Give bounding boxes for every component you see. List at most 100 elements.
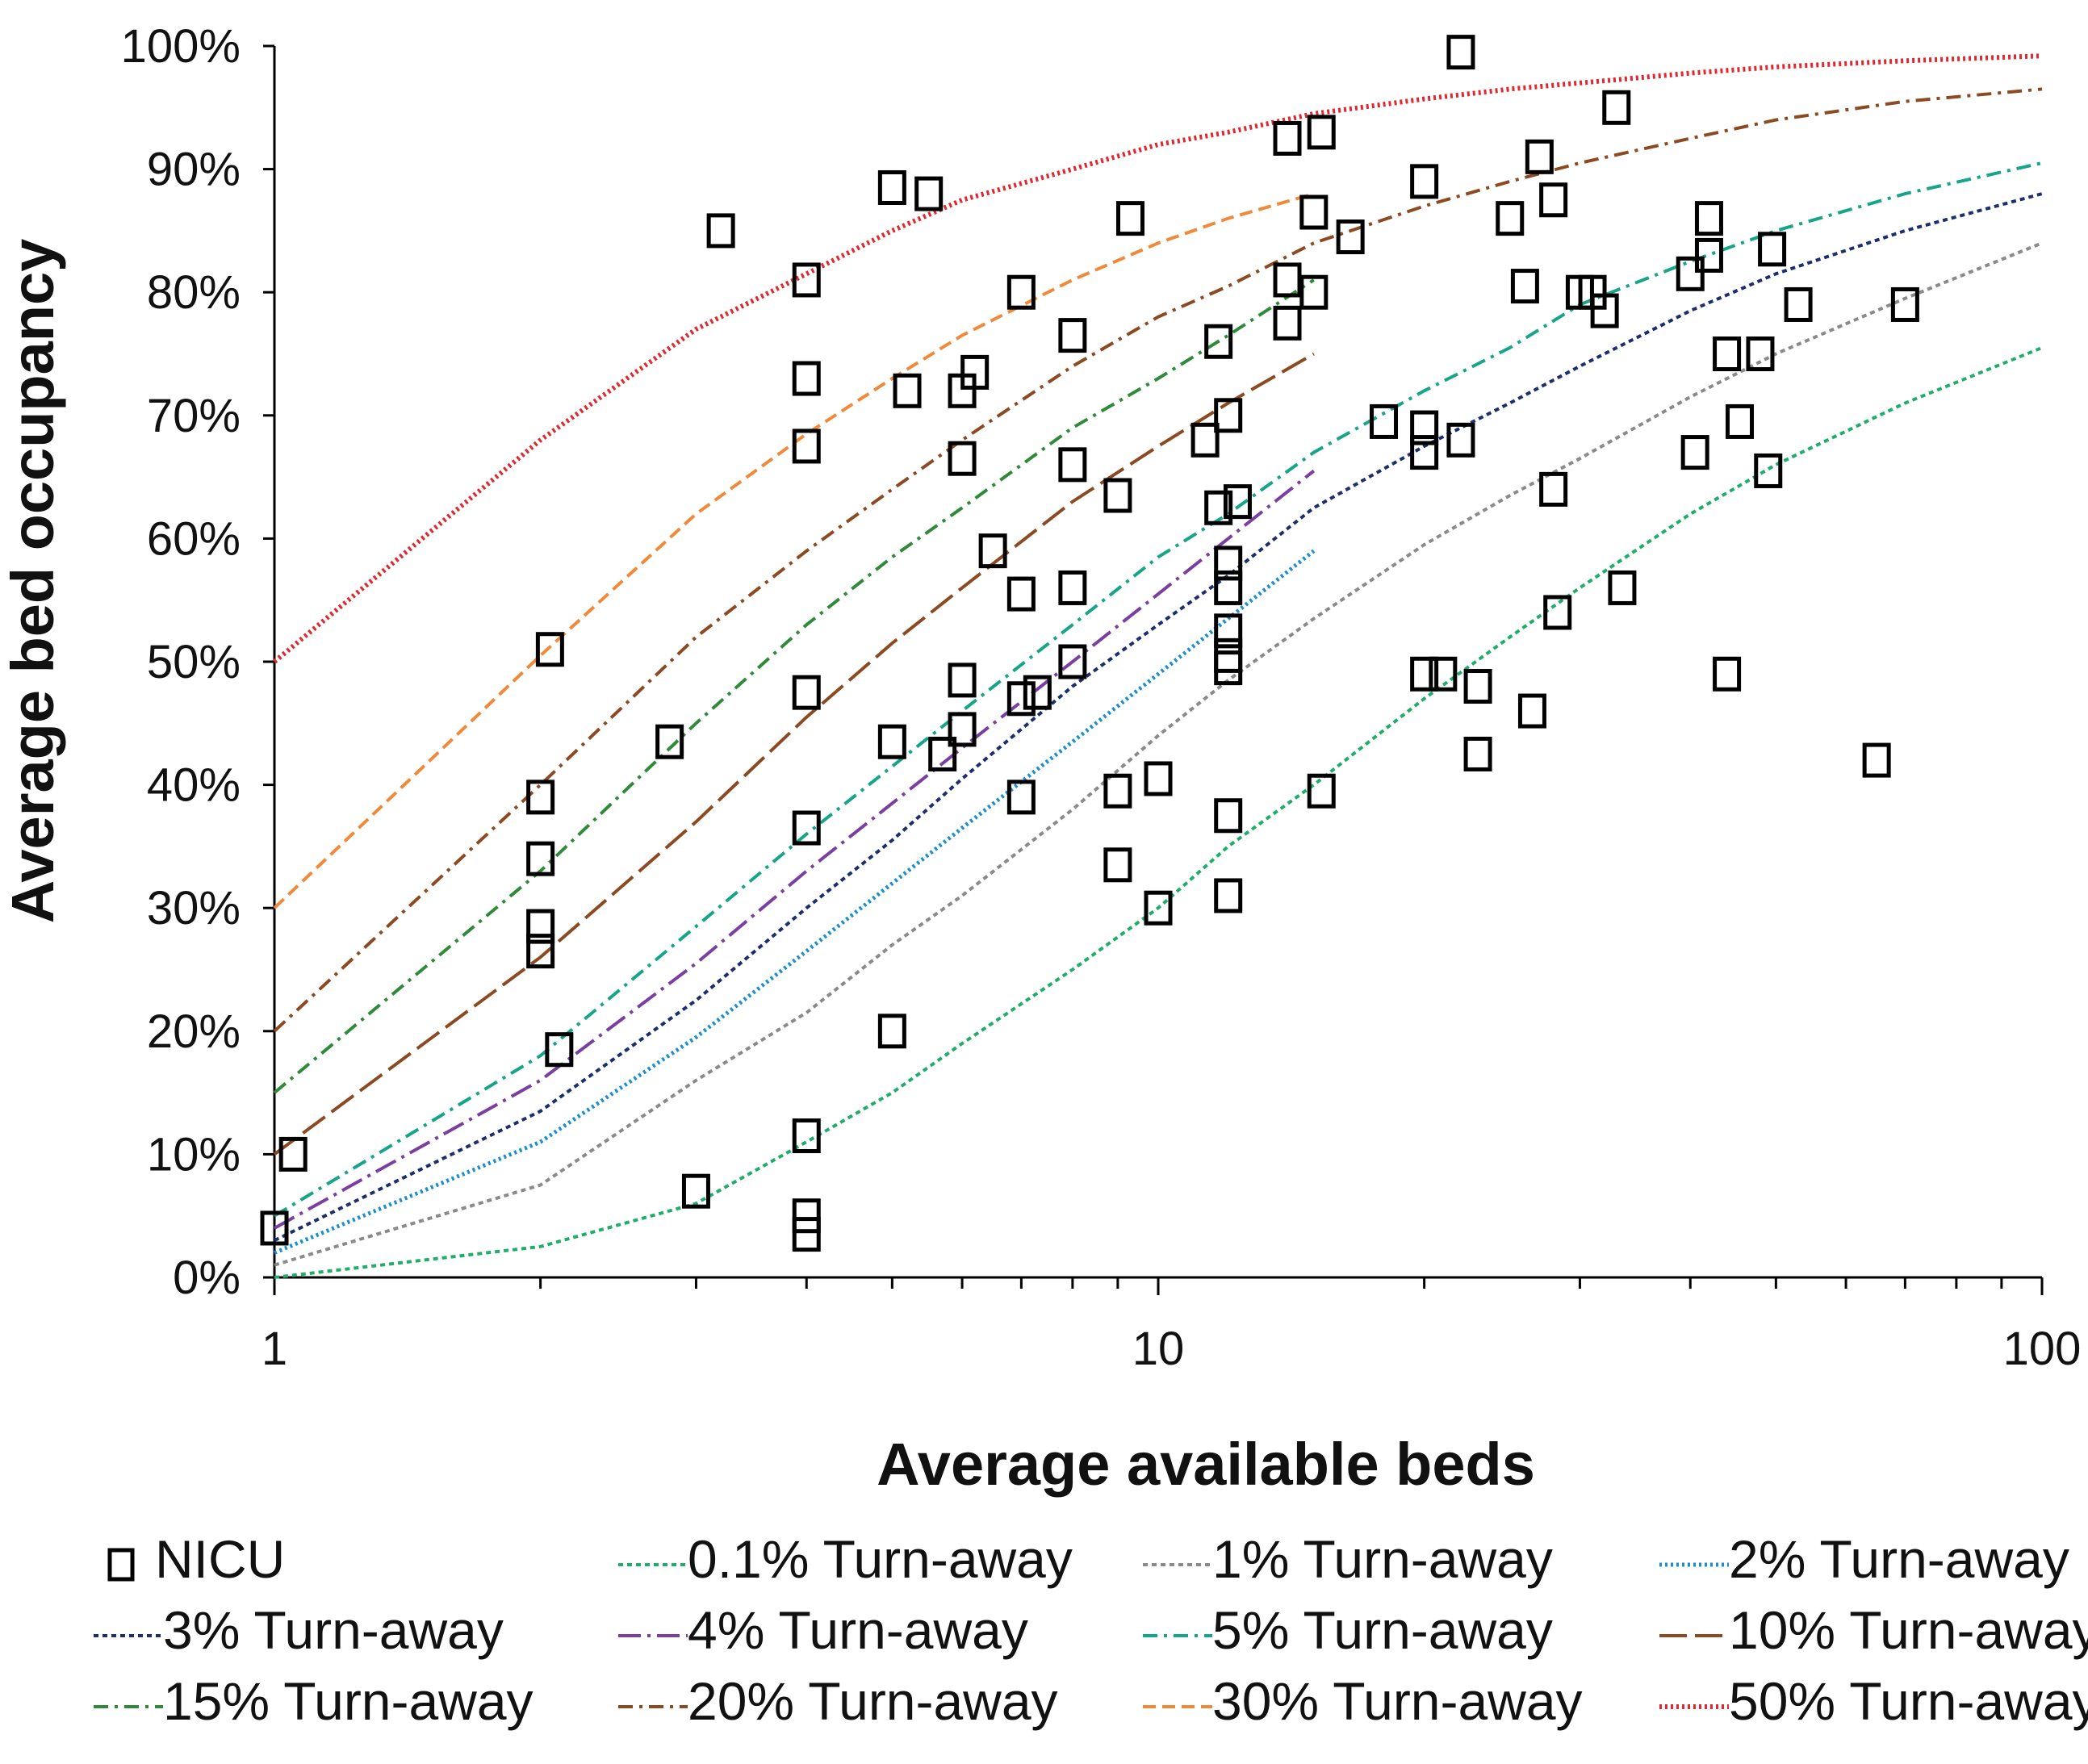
nicu-point xyxy=(1214,650,1243,686)
x-tick-label: 1 xyxy=(262,1323,287,1375)
nicu-point xyxy=(526,909,555,944)
legend-label: 0.1% Turn-away xyxy=(688,1529,1073,1589)
legend-item: 15% Turn-away xyxy=(94,1671,534,1731)
nicu-point xyxy=(877,169,906,205)
nicu-point xyxy=(1144,890,1173,926)
nicu-point xyxy=(1746,336,1775,371)
nicu-point xyxy=(681,1173,710,1209)
nicu-points xyxy=(260,35,1919,1252)
y-tick-label: 50% xyxy=(147,636,241,688)
nicu-point xyxy=(948,712,977,747)
nicu-point xyxy=(1058,318,1087,353)
legend-label: NICU xyxy=(155,1529,285,1589)
legend-label: 20% Turn-away xyxy=(688,1671,1058,1731)
legend-item: 30% Turn-away xyxy=(1143,1671,1583,1731)
nicu-point xyxy=(1602,90,1631,125)
legend-item: 4% Turn-away xyxy=(618,1600,1028,1660)
legend-item: 50% Turn-away xyxy=(1659,1671,2088,1731)
series-line-30-turn-away xyxy=(273,192,1315,909)
y-tick-label: 100% xyxy=(121,20,241,73)
x-axis-title: Average available beds xyxy=(877,1431,1535,1498)
legend-label: 50% Turn-away xyxy=(1729,1671,2088,1731)
nicu-point xyxy=(914,176,944,211)
nicu-point xyxy=(1307,773,1336,809)
nicu-point xyxy=(1463,736,1492,771)
nicu-point xyxy=(1510,269,1539,304)
series-line-5-turn-away xyxy=(273,161,2043,1218)
nicu-point xyxy=(1890,286,1919,322)
legend-label: 5% Turn-away xyxy=(1212,1600,1553,1660)
nicu-point xyxy=(1517,693,1546,729)
nicu-point xyxy=(1204,324,1233,359)
nicu-point xyxy=(948,663,977,698)
nicu-point xyxy=(1214,570,1243,605)
nicu-point xyxy=(1496,201,1525,236)
nicu-point xyxy=(978,533,1007,569)
series-line-50-turn-away xyxy=(273,53,2043,664)
nicu-point xyxy=(1525,139,1554,174)
nicu-point xyxy=(1273,305,1302,341)
nicu-point xyxy=(1058,570,1087,605)
nicu-point xyxy=(1273,120,1302,156)
legend-label: 15% Turn-away xyxy=(163,1671,534,1731)
nicu-point xyxy=(877,1014,906,1049)
series-line-20-turn-away xyxy=(273,87,2043,1033)
series-line-10-turn-away xyxy=(273,352,1315,1156)
nicu-point xyxy=(1608,570,1637,605)
nicu-point xyxy=(1370,403,1399,439)
x-tick-label: 100 xyxy=(2003,1323,2082,1375)
series-line-2-turn-away xyxy=(274,549,1316,1255)
nicu-point xyxy=(1713,336,1742,371)
nicu-point xyxy=(792,810,821,846)
legend-item: 0.1% Turn-away xyxy=(618,1529,1073,1589)
nicu-point xyxy=(928,736,957,771)
nicu-point xyxy=(526,841,555,876)
tick-labels: 0% 10% 20% 30% 40% 50% 60% 70% 80% 90% 100% 1 10 100 xyxy=(121,20,2082,1375)
nicu-point xyxy=(1680,435,1709,470)
nicu-point xyxy=(792,262,821,298)
legend-item: 5% Turn-away xyxy=(1143,1600,1553,1660)
series-line-15-turn-away xyxy=(273,278,1315,1094)
y-tick-label: 40% xyxy=(147,759,241,812)
nicu-point xyxy=(1539,471,1568,507)
nicu-point xyxy=(960,354,990,390)
nicu-point xyxy=(526,780,555,815)
nicu-point xyxy=(792,675,821,710)
legend-label: 2% Turn-away xyxy=(1729,1529,2069,1589)
nicu-point xyxy=(1862,742,1891,778)
nicu-point xyxy=(1307,115,1336,150)
nicu-point xyxy=(535,632,564,667)
legend-item: 2% Turn-away xyxy=(1659,1529,2069,1589)
nicu-point xyxy=(1006,576,1036,612)
nicu-point xyxy=(278,1136,308,1172)
y-tick-label: 0% xyxy=(173,1252,241,1304)
nicu-point xyxy=(1223,484,1252,520)
series-line-1-turn-away xyxy=(274,241,2043,1267)
nicu-point xyxy=(1784,286,1813,322)
legend-label: 1% Turn-away xyxy=(1212,1529,1553,1589)
nicu-point xyxy=(1410,410,1439,445)
y-tick-label: 90% xyxy=(147,144,241,196)
nicu-point xyxy=(1299,274,1329,310)
nicu-point xyxy=(792,1198,821,1234)
nicu-point xyxy=(792,361,821,396)
nicu-point xyxy=(1214,398,1243,433)
nicu-point xyxy=(792,1217,821,1252)
nicu-point xyxy=(1410,435,1439,470)
nicu-point xyxy=(1754,453,1783,488)
legend-item: 3% Turn-away xyxy=(94,1600,504,1660)
y-axis-title: Average bed occupancy xyxy=(0,239,66,924)
legend-item: 10% Turn-away xyxy=(1659,1600,2088,1660)
series-lines xyxy=(273,53,2043,1279)
y-tick-label: 80% xyxy=(147,266,241,319)
series-line-3-turn-away xyxy=(274,192,2043,1242)
nicu-point xyxy=(1694,201,1723,236)
nicu-point xyxy=(1144,761,1173,796)
x-tick-label: 10 xyxy=(1132,1323,1185,1375)
nicu-point xyxy=(1204,490,1233,525)
nicu-point xyxy=(1006,780,1036,815)
nicu-point xyxy=(1726,403,1755,439)
nicu-point xyxy=(1214,546,1243,581)
y-tick-label: 70% xyxy=(147,390,241,442)
